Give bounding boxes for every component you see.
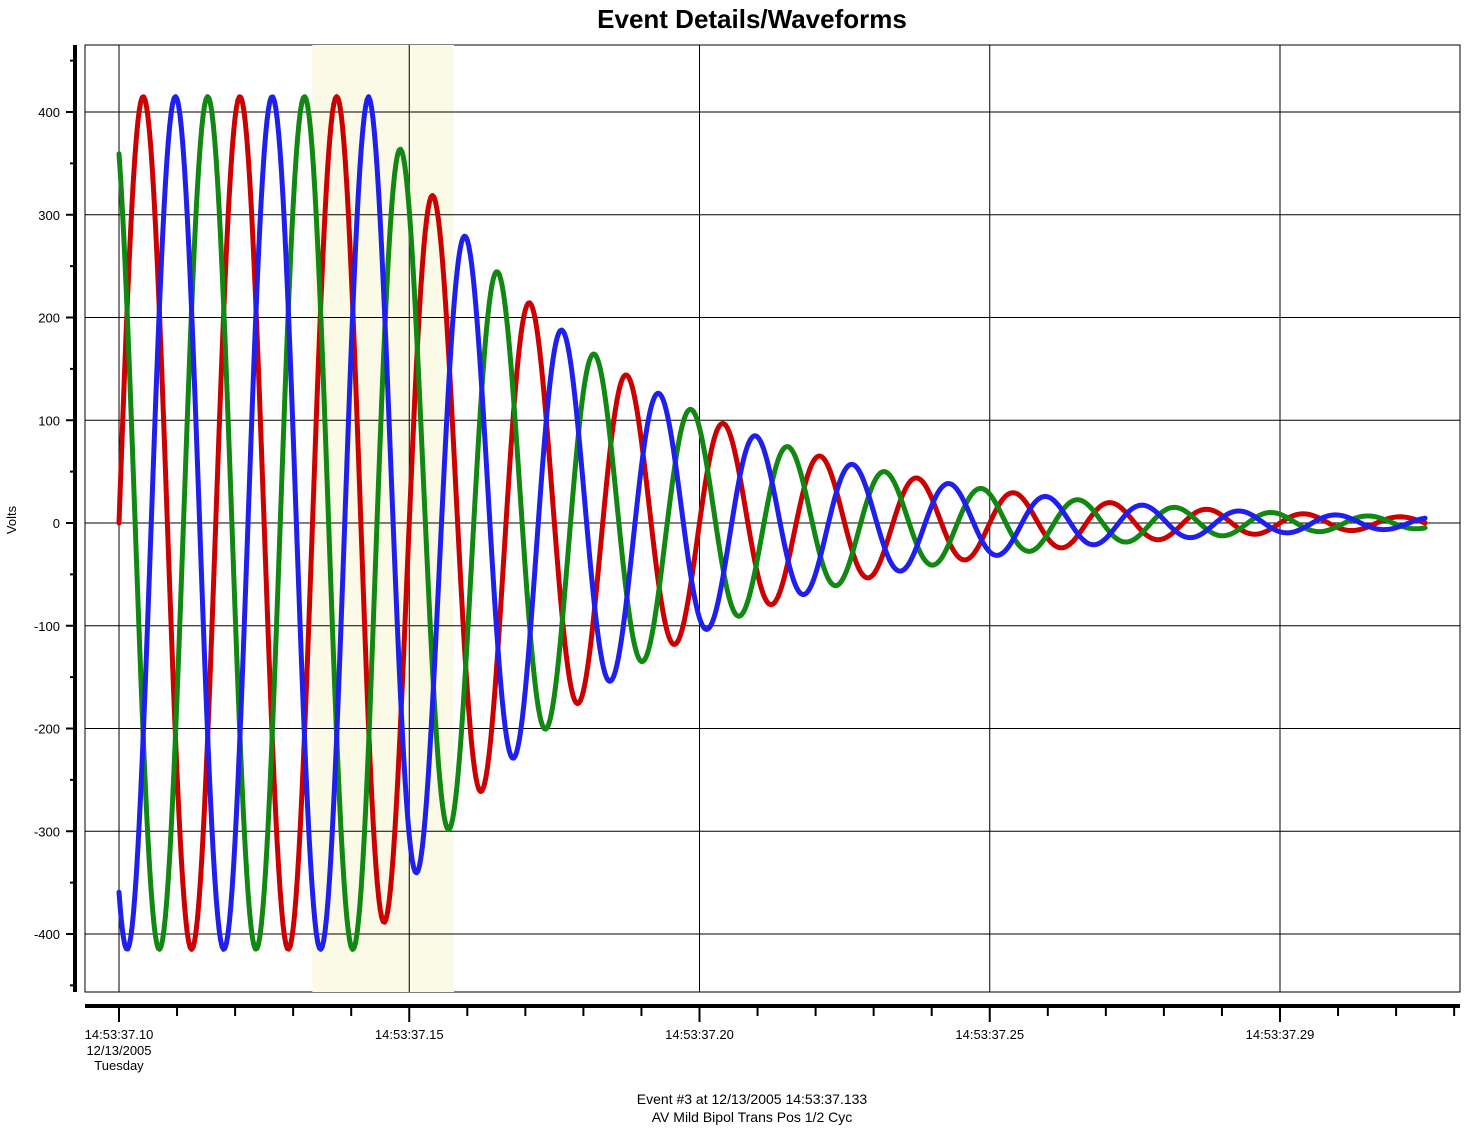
x-tick-label: 14:53:37.20 [665,1027,734,1042]
y-tick-label: 400 [38,105,60,120]
x-tick-sub-day: Tuesday [94,1058,144,1073]
y-tick-label: 0 [53,516,60,531]
y-tick-label: -100 [34,619,60,634]
y-axis-label: Volts [4,505,19,534]
x-tick-label: 14:53:37.10 [85,1027,154,1042]
x-tick-label: 14:53:37.29 [1246,1027,1315,1042]
x-tick-label: 14:53:37.25 [955,1027,1024,1042]
y-tick-label: -400 [34,927,60,942]
y-tick-label: -300 [34,824,60,839]
chart-title: Event Details/Waveforms [597,4,907,34]
y-tick-label: 200 [38,311,60,326]
y-tick-label: -200 [34,722,60,737]
footer-description-line: AV Mild Bipol Trans Pos 1/2 Cyc [652,1109,852,1125]
series-line-1 [116,94,1428,952]
x-ticks: 14:53:37.10 14:53:37.15 14:53:37.20 14:53:3… [85,1006,1456,1042]
series-line-3 [116,94,1428,952]
series-layer [116,94,1428,952]
y-ticks: 400 300 200 100 0 -100 -200 -300 -400 [34,59,75,987]
x-tick-sub-date: 12/13/2005 [86,1043,151,1058]
footer-event-line: Event #3 at 12/13/2005 14:53:37.133 [637,1091,868,1107]
y-tick-label: 300 [38,208,60,223]
y-tick-label: 100 [38,413,60,428]
x-tick-label: 14:53:37.15 [375,1027,444,1042]
